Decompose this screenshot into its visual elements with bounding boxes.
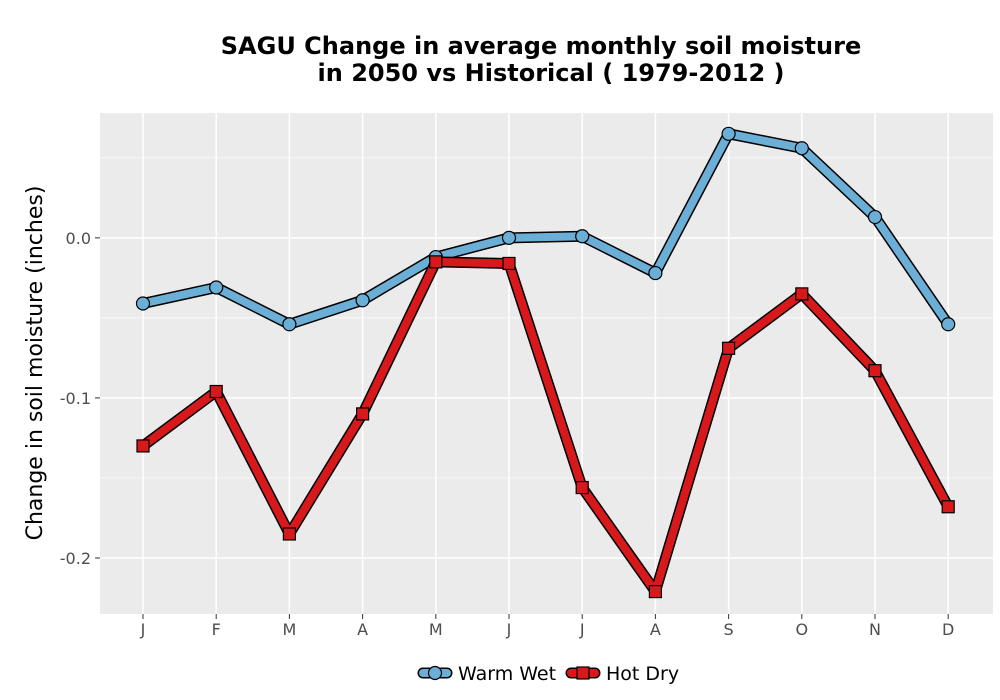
point-warm-wet: [794, 141, 809, 156]
x-tick-label: A: [357, 620, 368, 639]
series-line-hot-dry: [139, 257, 953, 596]
legend-key-marker-warm-wet: [427, 665, 443, 681]
x-tick-label: O: [796, 620, 809, 639]
x-tick-label: J: [140, 620, 146, 639]
point-warm-wet: [501, 230, 517, 245]
y-axis-label: Change in soil moisture (inches): [23, 186, 48, 541]
x-tick-label: J: [579, 620, 585, 639]
point-hot-dry: [209, 384, 223, 399]
point-hot-dry: [429, 255, 443, 269]
y-tick-label: -0.2: [60, 549, 91, 568]
point-hot-dry: [356, 407, 370, 421]
y-tick-label: 0.0: [66, 229, 91, 248]
point-warm-wet: [135, 296, 151, 311]
point-hot-dry: [136, 439, 150, 453]
point-hot-dry: [502, 256, 516, 271]
x-tick-label: F: [212, 620, 221, 639]
x-tick-label: S: [724, 620, 734, 639]
point-warm-wet: [721, 126, 736, 141]
x-tick-label: M: [429, 620, 443, 639]
x-tick-label: A: [650, 620, 661, 639]
series-line-warm-wet: [139, 129, 953, 329]
point-hot-dry: [282, 527, 296, 541]
point-warm-wet: [209, 280, 224, 295]
point-hot-dry: [941, 500, 955, 514]
point-hot-dry: [795, 287, 809, 301]
legend-label-hot-dry: Hot Dry: [606, 663, 679, 685]
x-tick-label: M: [282, 620, 296, 639]
legend: Warm Wet Hot Dry: [417, 663, 679, 685]
x-tick-label: J: [506, 620, 512, 639]
chart-title-line-1: SAGU Change in average monthly soil mois…: [221, 32, 861, 60]
point-warm-wet: [648, 265, 663, 281]
point-hot-dry: [648, 584, 663, 599]
y-tick-label: -0.1: [60, 389, 91, 408]
point-hot-dry: [575, 480, 589, 495]
point-hot-dry: [868, 364, 882, 378]
legend-key-marker-hot-dry: [576, 666, 590, 680]
point-warm-wet: [282, 317, 297, 332]
point-hot-dry: [721, 341, 736, 355]
legend-label-warm-wet: Warm Wet: [458, 663, 556, 685]
point-warm-wet: [941, 317, 956, 332]
point-warm-wet: [575, 229, 590, 244]
point-warm-wet: [867, 209, 883, 225]
x-tick-label: D: [942, 620, 954, 639]
x-tick-label: N: [869, 620, 881, 639]
y-axis: 0.0 -0.1 -0.2: [60, 229, 100, 568]
series-layer: [135, 126, 956, 599]
chart-title-line-2: in 2050 vs Historical ( 1979-2012 ): [318, 59, 785, 87]
point-warm-wet: [355, 293, 370, 308]
